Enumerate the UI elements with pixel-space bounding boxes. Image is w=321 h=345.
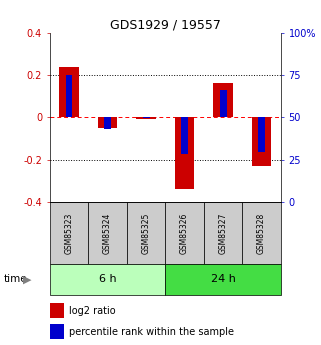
Text: GSM85323: GSM85323 (65, 212, 74, 254)
Text: ▶: ▶ (23, 275, 31, 284)
Bar (242, 202, 281, 264)
Bar (165, 202, 204, 264)
Bar (258, 117, 265, 152)
Bar (143, 117, 150, 118)
Bar (220, 90, 227, 117)
Bar (127, 202, 165, 264)
Bar (50, 202, 88, 264)
Bar (50, 264, 165, 295)
Text: GSM85327: GSM85327 (219, 212, 228, 254)
Bar (50, 324, 64, 339)
Bar (98, 117, 117, 128)
Text: 24 h: 24 h (211, 275, 236, 284)
Text: log2 ratio: log2 ratio (69, 306, 116, 315)
Bar (175, 117, 194, 189)
Bar (104, 117, 111, 129)
Bar (252, 117, 271, 166)
Bar (204, 202, 242, 264)
Bar (88, 202, 127, 264)
Text: percentile rank within the sample: percentile rank within the sample (69, 327, 234, 337)
Bar (50, 303, 64, 318)
Text: GSM85328: GSM85328 (257, 212, 266, 254)
Text: GSM85326: GSM85326 (180, 212, 189, 254)
Bar (136, 117, 156, 119)
Bar (65, 75, 73, 117)
Text: 6 h: 6 h (99, 275, 116, 284)
Text: GSM85324: GSM85324 (103, 212, 112, 254)
Text: time: time (3, 275, 27, 284)
Text: GSM85325: GSM85325 (142, 212, 151, 254)
Title: GDS1929 / 19557: GDS1929 / 19557 (110, 19, 221, 32)
Bar (59, 67, 79, 117)
Bar (213, 83, 233, 117)
Bar (181, 117, 188, 154)
Bar (165, 264, 281, 295)
